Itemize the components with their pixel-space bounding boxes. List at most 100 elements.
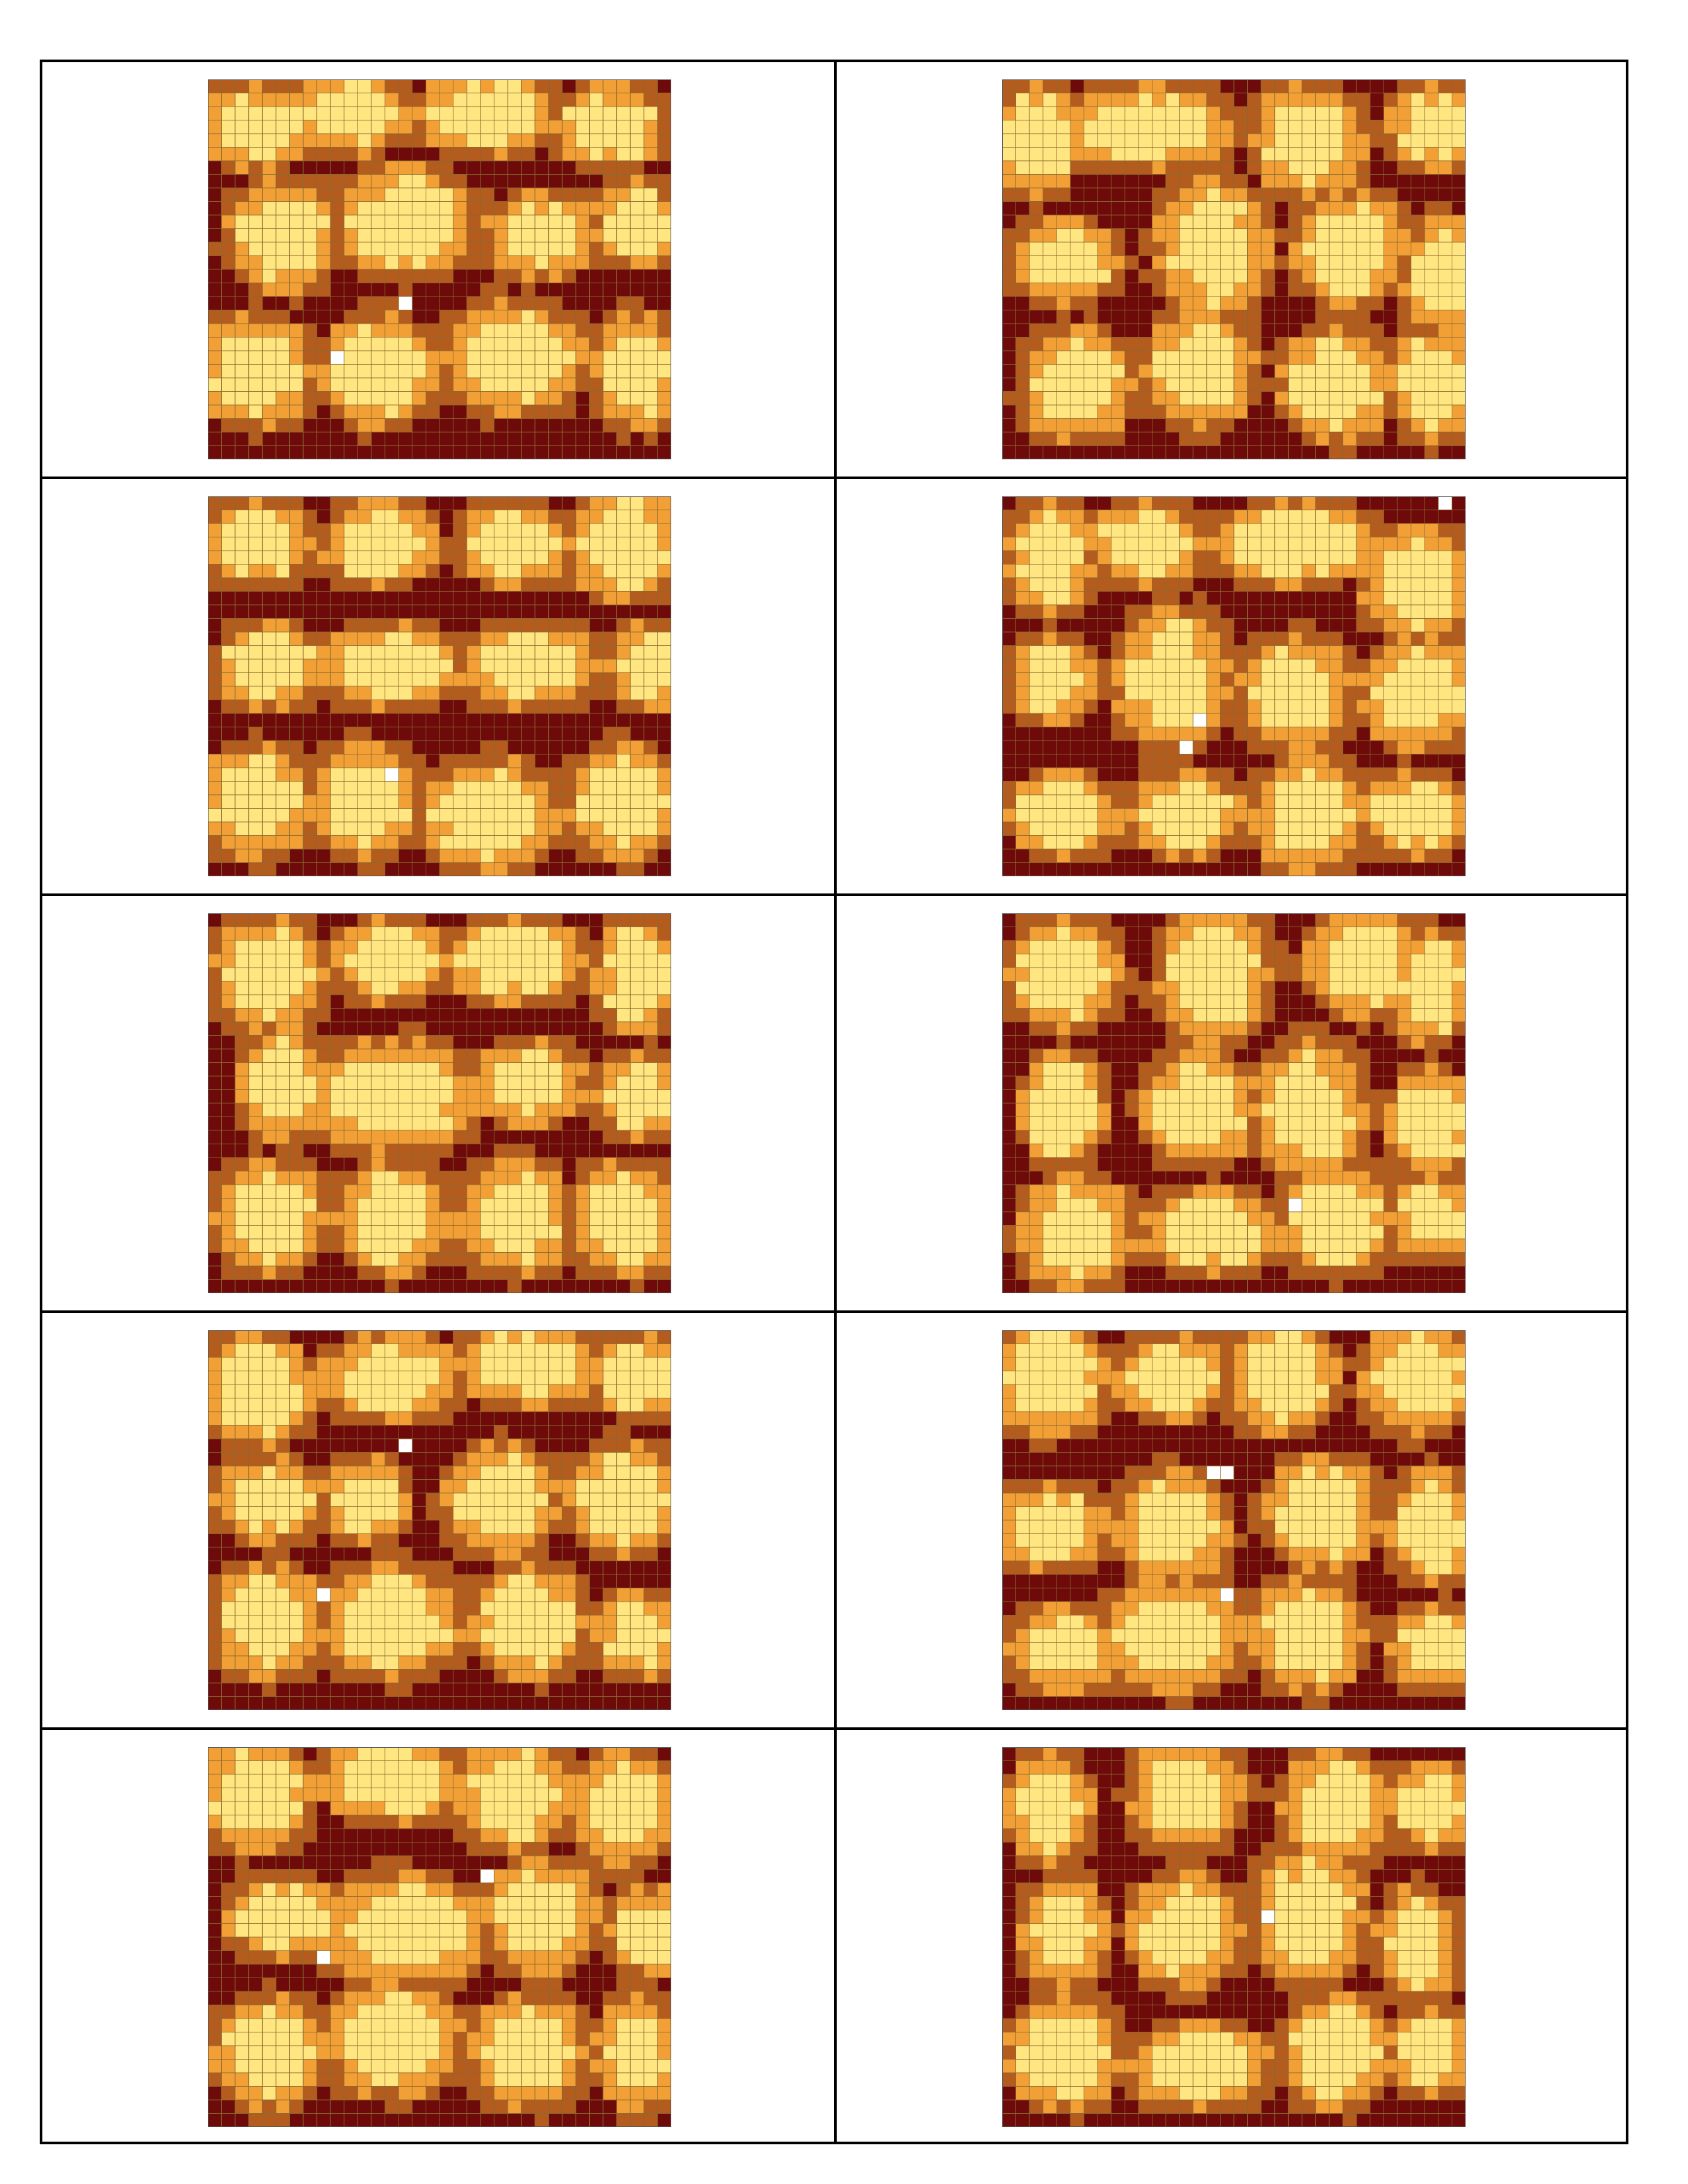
mosaic-square [289,147,304,161]
mosaic-square [330,981,345,995]
mosaic-square [1383,913,1398,927]
mosaic-square [1452,631,1466,646]
mosaic-square [1274,147,1289,161]
mosaic-square [561,337,577,351]
mosaic-square [1043,794,1057,809]
mosaic-square [412,808,426,823]
mosaic-square [412,835,426,850]
mosaic-square [221,283,236,297]
mosaic-square [208,1075,222,1090]
mosaic-square [1288,310,1303,324]
mosaic-square [1097,133,1112,148]
mosaic-square [1165,862,1180,876]
mosaic-square [561,377,577,392]
mosaic-square [466,1116,481,1131]
mosaic-square [1206,310,1221,324]
mosaic-square [480,418,494,433]
mosaic-square [534,781,549,796]
mosaic-square [657,1171,671,1185]
mosaic-square [480,618,494,633]
mosaic-square [1315,577,1330,592]
mosaic-square [1138,445,1152,459]
mosaic-square [548,496,563,510]
mosaic-square [261,754,277,768]
mosaic-square [248,794,263,809]
mosaic-square [521,1157,536,1171]
mosaic-square [1111,591,1125,606]
mosaic-square [1097,808,1112,823]
mosaic-square [1015,269,1030,283]
mosaic-square [1370,604,1384,619]
mosaic-square [1097,645,1112,660]
mosaic-square [616,1035,631,1050]
mosaic-square [1301,591,1316,606]
mosaic-square [1247,174,1262,189]
mosaic-square [630,767,645,782]
mosaic-square [1315,337,1330,351]
mosaic-square [357,954,372,968]
mosaic-square [330,954,345,968]
mosaic-square [616,604,631,619]
mosaic-square [1002,160,1016,175]
mosaic-square [371,727,386,741]
mosaic-square [480,1198,494,1212]
mosaic-square [439,1075,453,1090]
mosaic-square [480,174,494,189]
mosaic-square [398,604,413,619]
mosaic-square [643,523,658,537]
mosaic-square [1356,283,1371,297]
mosaic-square [1179,672,1194,687]
mosaic-square [1070,269,1084,283]
mosaic-square [426,1225,440,1240]
mosaic-square [1288,981,1303,995]
mosaic-square [412,940,426,954]
mosaic-square [439,954,453,968]
mosaic-square [1111,672,1125,687]
mosaic-square [561,1184,577,1199]
mosaic-square [1356,835,1371,850]
mosaic-square [561,767,577,782]
mosaic-square [275,255,290,270]
mosaic-square [1397,337,1412,351]
mosaic-square [480,228,494,243]
mosaic-square [521,174,536,189]
mosaic-square [1043,645,1057,660]
mosaic-square [261,767,277,782]
mosaic-square [630,754,645,768]
mosaic-square [1111,967,1125,981]
mosaic-square [657,242,671,256]
mosaic-square [657,1048,671,1063]
mosaic-square [1124,835,1139,850]
mosaic-square [371,794,386,809]
mosaic-square [1179,564,1194,578]
mosaic-square [643,1116,658,1131]
mosaic-square [1411,432,1425,446]
mosaic-square [371,1157,386,1171]
mosaic-square [1411,174,1425,189]
mosaic-square [1002,350,1016,365]
mosaic-square [385,927,399,941]
mosaic-square [630,391,645,406]
mosaic-square [1152,645,1166,660]
mosaic-square [1056,659,1071,673]
mosaic-square [466,147,481,161]
mosaic-square [1301,160,1316,175]
mosaic-square [1260,913,1276,927]
mosaic-square [589,631,604,646]
mosaic-square [275,1062,290,1077]
mosaic-square [303,618,318,633]
mosaic-square [1152,754,1166,768]
mosaic-square [1124,310,1139,324]
mosaic-square [1356,201,1371,216]
mosaic-square [1370,350,1384,365]
mosaic-square [643,377,658,392]
mosaic-square [385,350,399,365]
mosaic-square [330,618,345,633]
mosaic-square [275,713,290,727]
mosaic-square [507,364,522,379]
mosaic-square [561,1225,577,1240]
mosaic-square [643,269,658,283]
mosaic-square [344,445,358,459]
mosaic-square [630,835,645,850]
mosaic-square [439,577,453,592]
